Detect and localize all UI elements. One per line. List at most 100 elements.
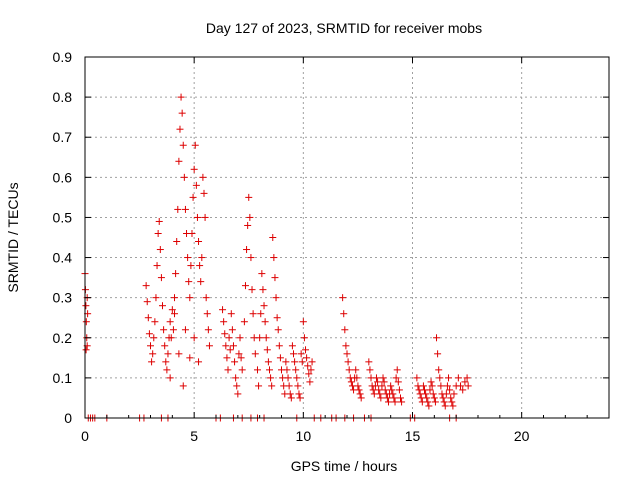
data-point — [231, 358, 239, 366]
data-point — [305, 370, 313, 378]
chart-title: Day 127 of 2023, SRMTID for receiver mob… — [206, 20, 482, 36]
data-point — [223, 354, 231, 362]
data-point — [197, 278, 205, 286]
data-point — [347, 378, 355, 386]
data-point — [163, 366, 171, 374]
data-point — [390, 394, 398, 402]
data-point — [378, 382, 386, 390]
data-point — [245, 193, 253, 201]
data-point — [302, 346, 310, 354]
data-point — [240, 318, 248, 326]
data-point — [179, 141, 187, 149]
grid-lines — [85, 57, 609, 418]
y-tick-label: 0.3 — [53, 290, 73, 306]
y-tick-label: 0.9 — [53, 49, 73, 65]
data-point — [155, 217, 163, 225]
data-point — [343, 350, 351, 358]
data-point — [298, 358, 306, 366]
data-point — [220, 318, 228, 326]
data-point — [426, 386, 434, 394]
data-point — [186, 294, 194, 302]
data-point — [398, 398, 406, 406]
data-point — [205, 342, 213, 350]
data-point — [174, 205, 182, 213]
data-point — [177, 93, 185, 101]
data-point — [355, 386, 363, 394]
data-point — [345, 366, 353, 374]
data-point — [282, 358, 290, 366]
data-point — [441, 402, 449, 410]
data-point — [219, 306, 227, 314]
data-point — [306, 378, 314, 386]
data-point — [200, 189, 208, 197]
data-point — [162, 358, 170, 366]
data-point — [296, 394, 304, 402]
data-point — [365, 358, 373, 366]
data-points — [81, 93, 472, 422]
data-point — [244, 221, 252, 229]
y-axis-label: SRMTID / TECUs — [5, 182, 21, 292]
data-point — [181, 205, 189, 213]
data-point — [427, 378, 435, 386]
data-point — [184, 254, 192, 262]
data-point — [354, 382, 362, 390]
y-tick-label: 0 — [64, 410, 72, 426]
data-point — [447, 394, 455, 402]
data-point — [286, 390, 294, 398]
y-tick-label: 0.2 — [53, 330, 73, 346]
data-point — [169, 326, 177, 334]
data-point — [243, 246, 251, 254]
data-point — [195, 358, 203, 366]
data-point — [340, 310, 348, 318]
data-point — [260, 302, 268, 310]
data-point — [357, 394, 365, 402]
data-point — [237, 354, 245, 362]
data-point — [233, 382, 241, 390]
data-point — [251, 350, 259, 358]
data-point — [419, 382, 427, 390]
y-tick-label: 0.8 — [53, 89, 73, 105]
data-point — [232, 374, 240, 382]
data-point — [271, 274, 279, 282]
data-point — [156, 246, 164, 254]
data-point — [374, 378, 382, 386]
data-point — [442, 390, 450, 398]
data-point — [255, 382, 263, 390]
data-point — [387, 382, 395, 390]
data-point — [256, 334, 264, 342]
data-point — [161, 342, 169, 350]
data-point — [151, 318, 159, 326]
data-point — [154, 229, 162, 237]
x-axis-label: GPS time / hours — [291, 458, 398, 474]
data-point — [295, 390, 303, 398]
data-point — [225, 334, 233, 342]
data-point — [287, 394, 295, 402]
data-point — [428, 382, 436, 390]
data-point — [227, 310, 235, 318]
data-point — [371, 382, 379, 390]
data-point — [459, 386, 467, 394]
data-point — [434, 350, 442, 358]
data-point — [440, 398, 448, 406]
data-point — [439, 394, 447, 402]
data-point — [173, 238, 181, 246]
data-point — [423, 394, 431, 402]
data-point — [379, 374, 387, 382]
data-point — [381, 386, 389, 394]
data-point — [188, 229, 196, 237]
data-point — [394, 378, 402, 386]
data-point — [283, 366, 291, 374]
data-point — [356, 390, 364, 398]
data-point — [431, 398, 439, 406]
data-point — [454, 374, 462, 382]
data-point — [159, 302, 167, 310]
data-point — [246, 213, 254, 221]
data-point — [430, 394, 438, 402]
data-point — [175, 350, 183, 358]
data-point — [153, 262, 161, 270]
data-point — [147, 342, 154, 350]
data-point — [152, 294, 160, 302]
data-point — [389, 390, 397, 398]
data-point — [396, 394, 404, 402]
